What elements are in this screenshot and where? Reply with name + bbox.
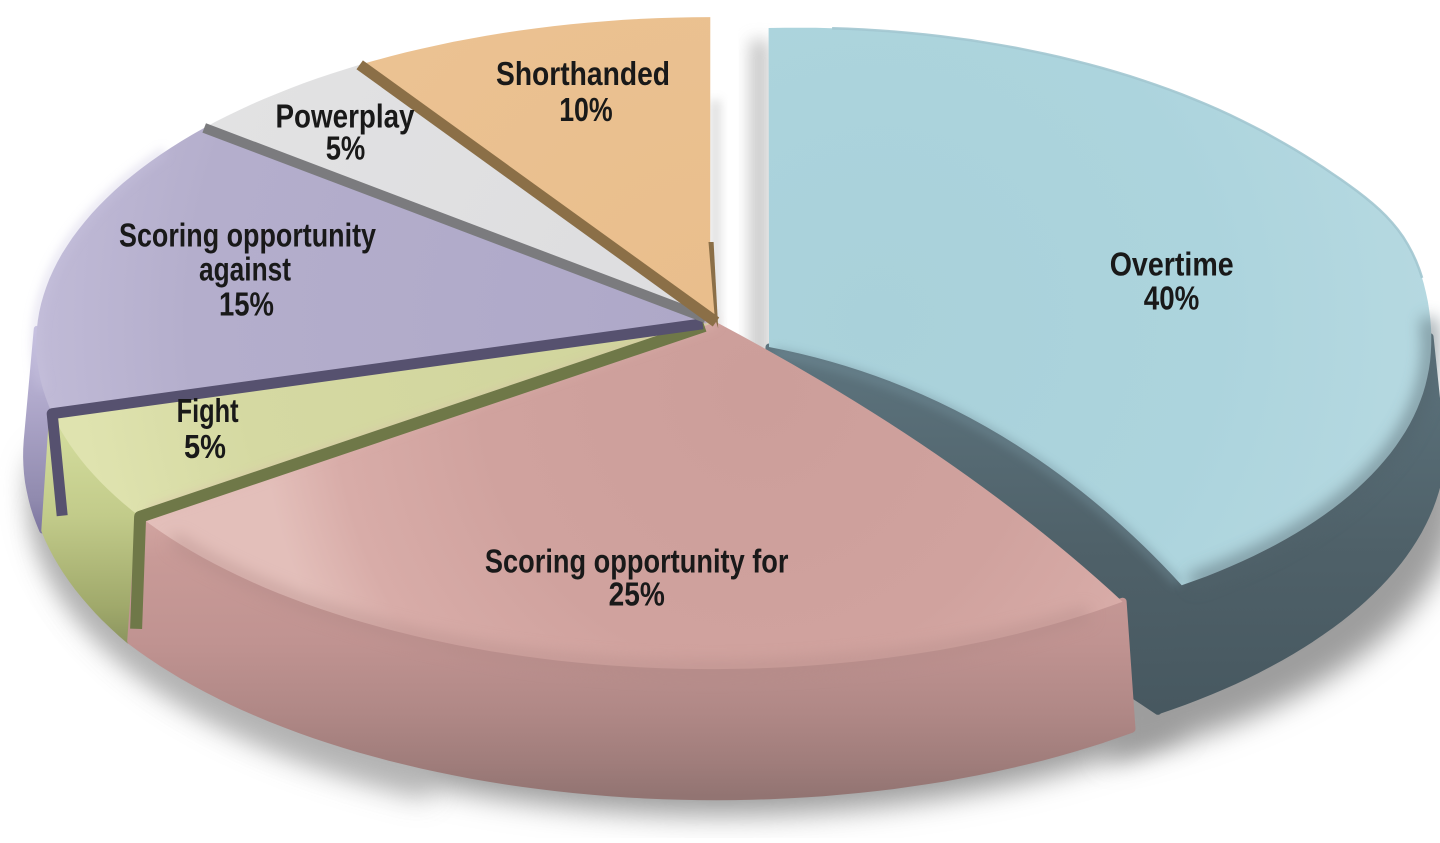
svg-text:15%: 15% — [219, 285, 274, 322]
svg-text:Scoring opportunity for: Scoring opportunity for — [485, 542, 789, 579]
svg-text:5%: 5% — [184, 428, 226, 465]
svg-text:40%: 40% — [1144, 279, 1200, 316]
svg-text:against: against — [199, 251, 291, 288]
svg-text:Scoring opportunity: Scoring opportunity — [119, 217, 377, 254]
svg-text:Powerplay: Powerplay — [276, 98, 416, 135]
svg-text:Overtime: Overtime — [1110, 245, 1234, 282]
svg-text:Shorthanded: Shorthanded — [496, 55, 670, 92]
svg-text:5%: 5% — [326, 129, 366, 166]
svg-text:25%: 25% — [609, 576, 665, 613]
svg-text:Fight: Fight — [177, 392, 239, 429]
svg-text:10%: 10% — [559, 91, 613, 128]
